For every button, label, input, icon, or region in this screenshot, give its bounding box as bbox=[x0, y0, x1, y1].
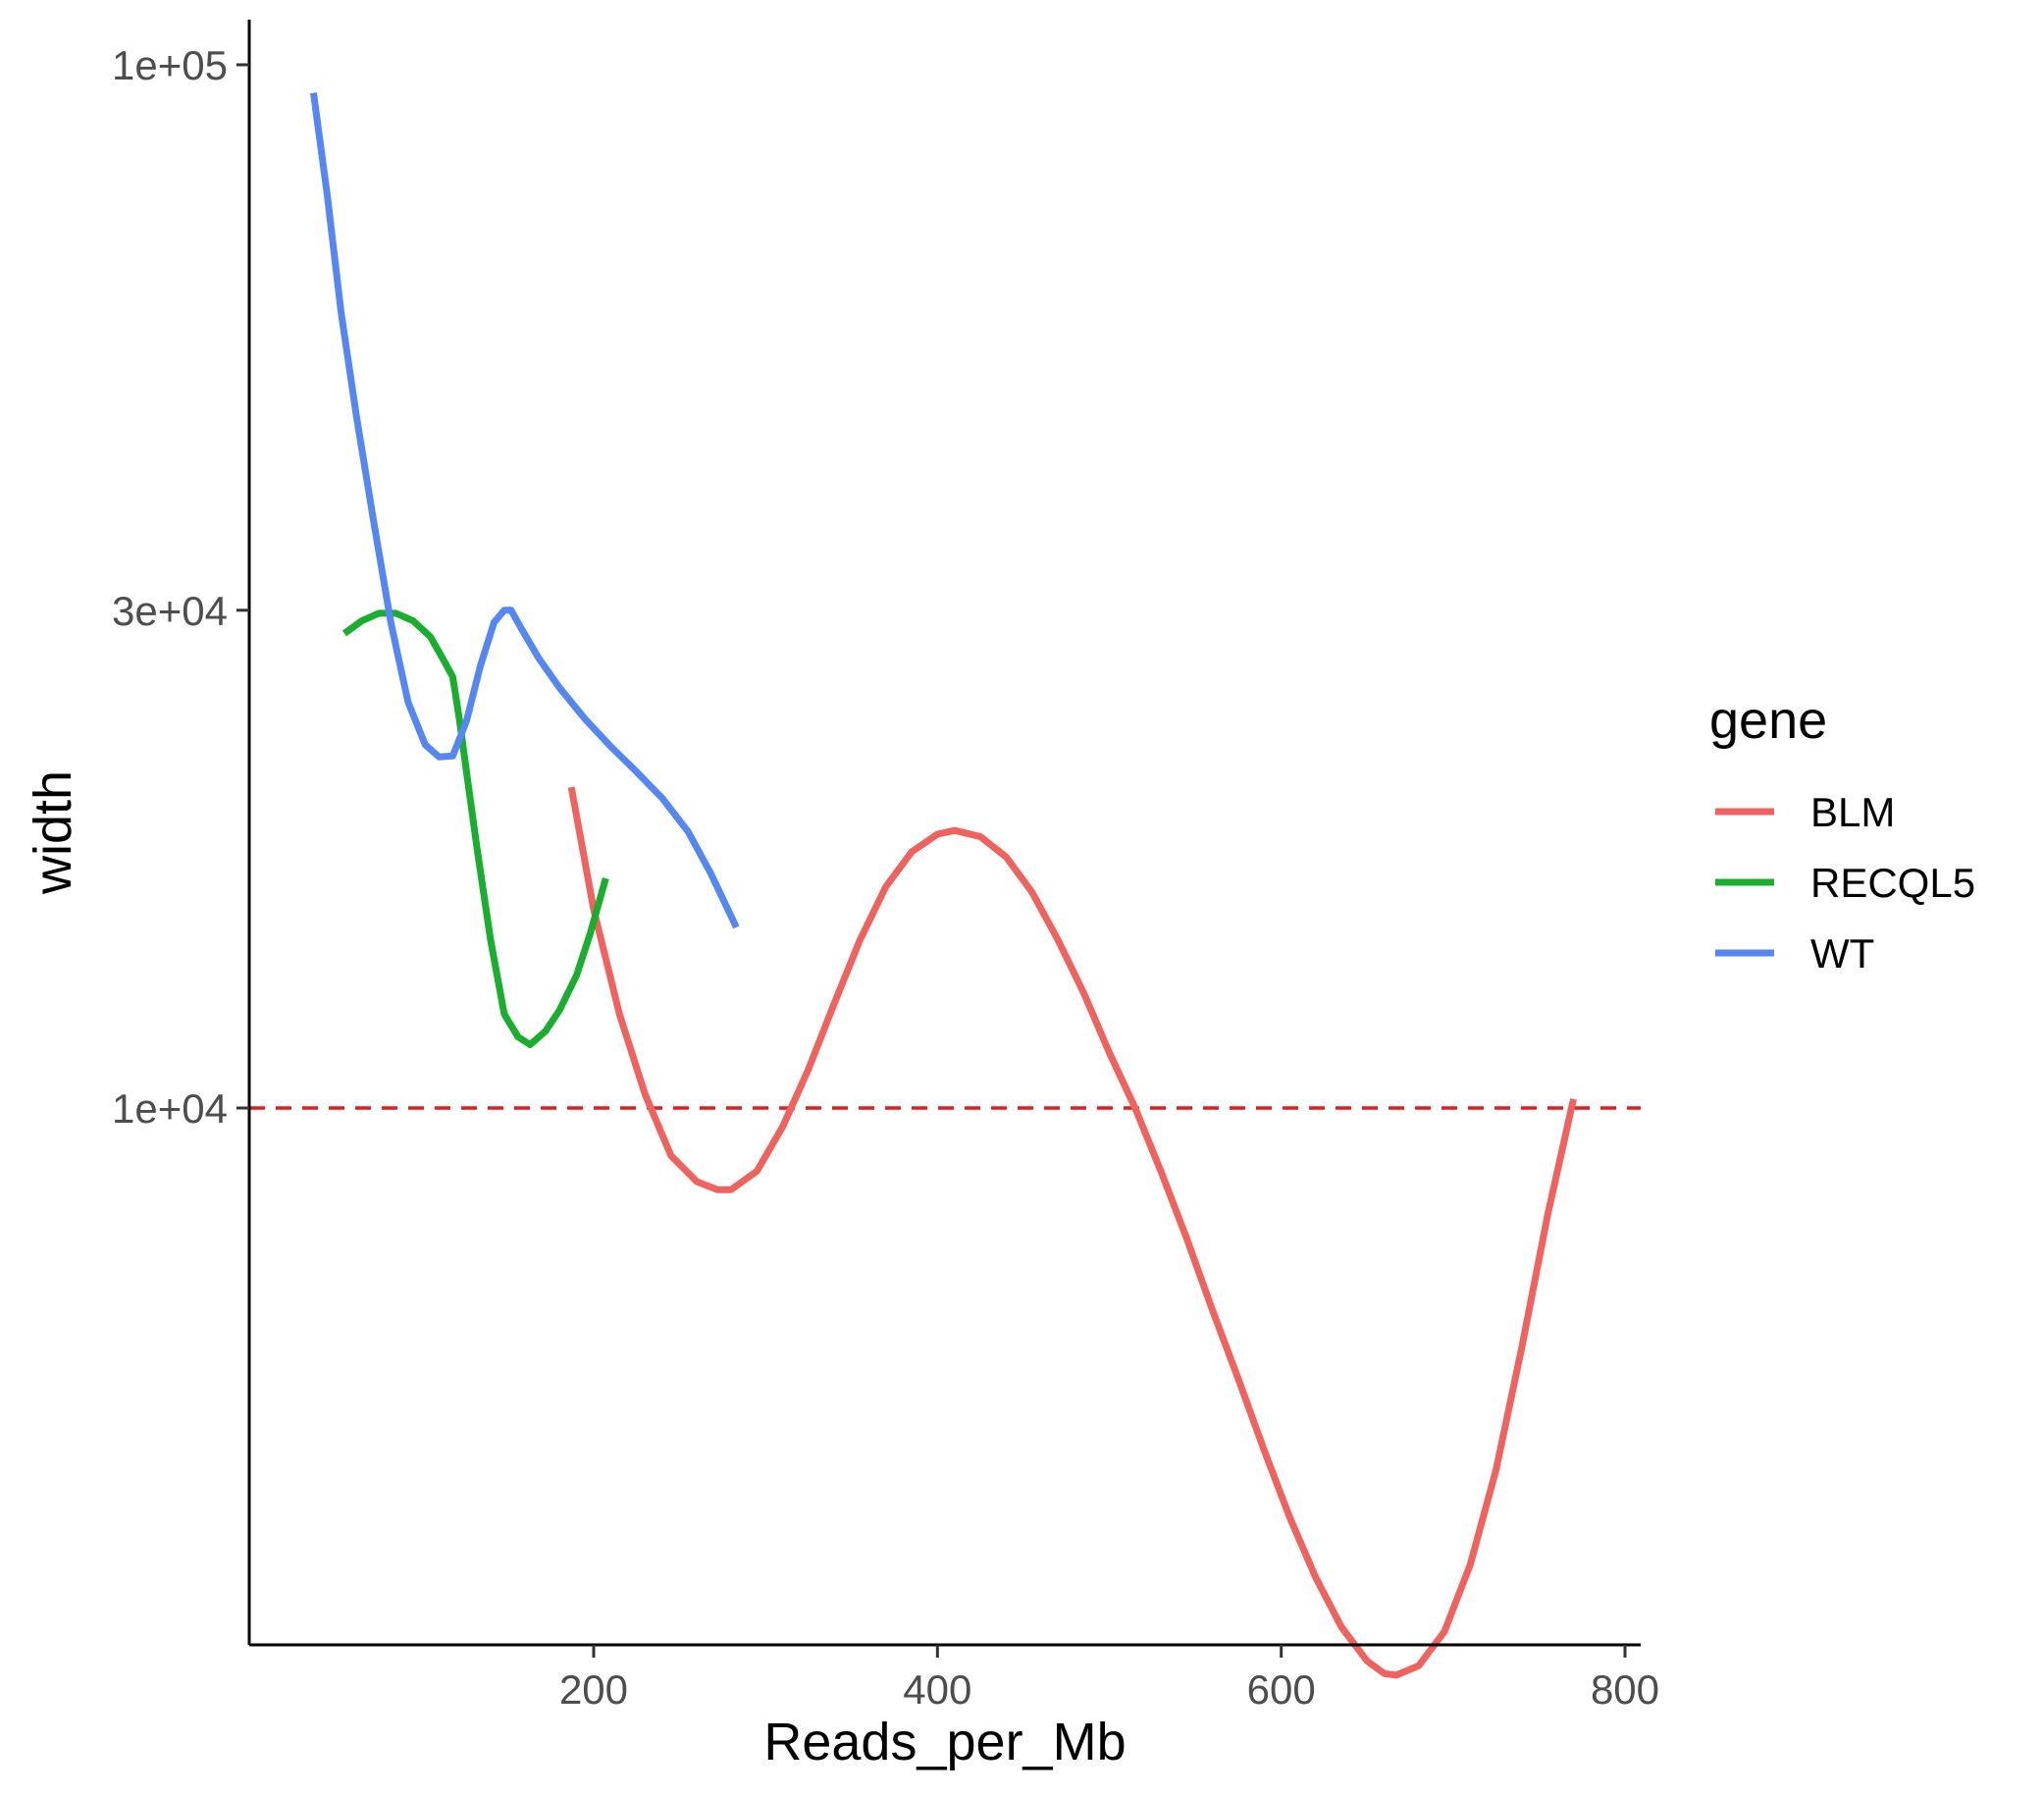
legend-label-blm: BLM bbox=[1810, 789, 1895, 835]
y-tick-label: 3e+04 bbox=[112, 588, 228, 634]
y-tick-label: 1e+05 bbox=[112, 42, 228, 88]
series-line-wt bbox=[310, 92, 740, 929]
x-tick-label: 800 bbox=[1591, 1666, 1659, 1713]
legend-label-wt: WT bbox=[1810, 930, 1874, 977]
series-line-blm bbox=[567, 786, 1577, 1679]
legend: gene BLM RECQL5 WT bbox=[1709, 691, 1975, 977]
series-line-recql5 bbox=[341, 609, 609, 1048]
x-tick-label: 600 bbox=[1247, 1666, 1316, 1713]
legend-label-recql5: RECQL5 bbox=[1810, 860, 1975, 906]
y-ticks: 1e+04 3e+04 1e+05 bbox=[112, 42, 249, 1132]
x-tick-label: 400 bbox=[903, 1666, 971, 1713]
legend-items: BLM RECQL5 WT bbox=[1715, 789, 1975, 977]
x-axis-title: Reads_per_Mb bbox=[763, 1713, 1126, 1771]
y-axis-title: width bbox=[24, 770, 82, 895]
x-ticks: 200 400 600 800 bbox=[559, 1645, 1659, 1713]
series-layer bbox=[310, 92, 1577, 1679]
y-tick-label: 1e+04 bbox=[112, 1085, 228, 1132]
axes bbox=[247, 20, 1641, 1647]
x-tick-label: 200 bbox=[559, 1666, 628, 1713]
legend-title: gene bbox=[1709, 691, 1827, 750]
